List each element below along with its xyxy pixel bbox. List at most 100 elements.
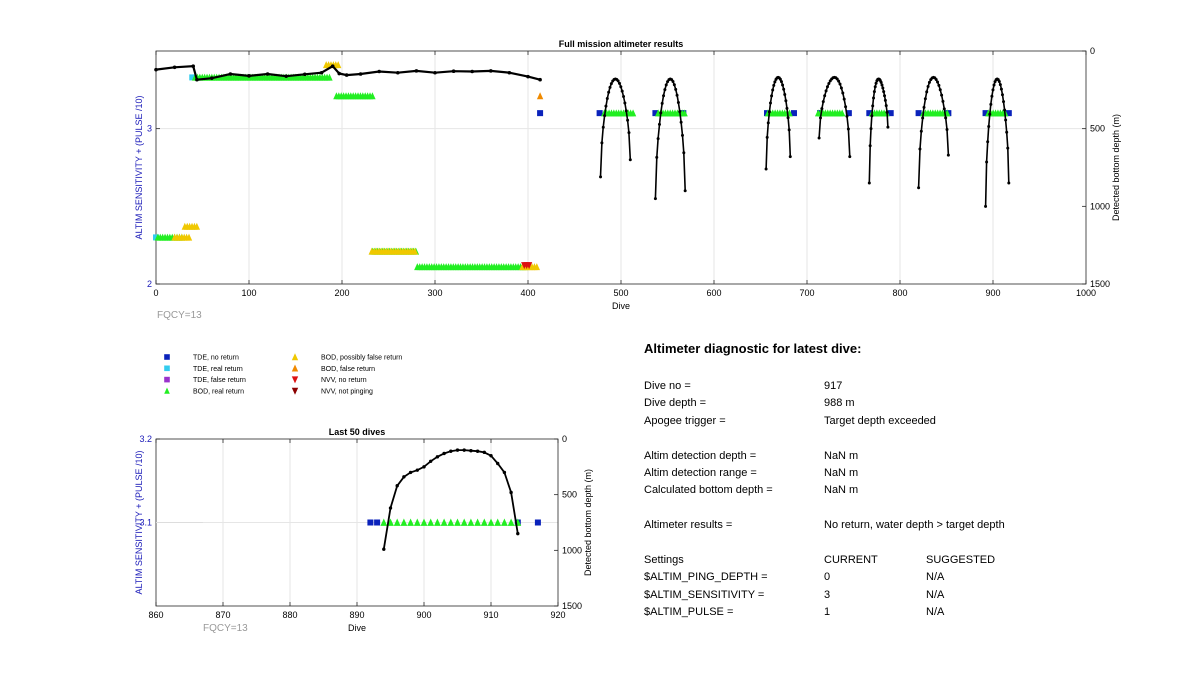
depth-arc-line	[917, 76, 950, 188]
depth-point	[938, 88, 942, 92]
depth-point	[657, 122, 661, 126]
tde-no-return-marker	[374, 519, 381, 526]
bod-possibly-false-return-marker	[193, 222, 201, 230]
depth-point	[868, 144, 872, 148]
x-tick-label: 880	[282, 610, 297, 620]
diag-value: NaN m	[824, 484, 859, 497]
tde-real-return-marker	[153, 234, 159, 241]
diag-col-current: CURRENT	[824, 553, 878, 566]
depth-point	[766, 121, 770, 125]
depth-point	[773, 80, 777, 84]
depth-point	[462, 448, 466, 452]
bod-real-return-marker	[838, 109, 846, 117]
depth-point	[154, 67, 158, 72]
bod-real-return-marker	[326, 73, 333, 81]
y-right-tick-label: 500	[562, 490, 577, 500]
depth-point	[839, 86, 843, 90]
depth-point	[944, 116, 948, 120]
diag-label: $ALTIM_PING_DEPTH =	[644, 571, 768, 584]
depth-point	[604, 104, 608, 108]
depth-point	[469, 448, 473, 453]
depth-point	[330, 64, 335, 69]
tde-no-return-marker	[982, 110, 989, 117]
depth-point	[997, 80, 1001, 84]
depth-point	[191, 64, 195, 69]
depth-point	[917, 186, 921, 190]
legend-label: BOD, possibly false return	[321, 355, 402, 362]
bod-possibly-false-return-marker	[411, 247, 419, 255]
bod-possibly-false-return-marker	[533, 263, 541, 271]
legend-marker	[164, 376, 170, 383]
depth-point	[538, 77, 542, 82]
depth-point	[653, 197, 657, 201]
depth-point	[934, 77, 938, 81]
diag-row-dive-no: Dive no = 917	[644, 378, 1164, 395]
depth-point	[388, 506, 393, 510]
depth-arc-line	[599, 78, 632, 177]
x-tick-label: 910	[483, 610, 498, 620]
depth-point	[482, 450, 486, 455]
diagnostic-title: Altimeter diagnostic for latest dive:	[644, 341, 862, 356]
depth-point	[919, 129, 923, 133]
depth-point	[608, 85, 612, 89]
x-tick-label: 300	[427, 288, 442, 298]
depth-point	[265, 72, 270, 76]
bod-real-return-marker	[467, 518, 475, 526]
x-tick-label: 700	[799, 288, 814, 298]
legend-marker	[164, 387, 170, 394]
depth-point	[609, 82, 613, 86]
depth-point	[838, 82, 842, 86]
depth-point	[449, 449, 453, 453]
depth-point	[869, 127, 873, 131]
tde-no-return-marker	[915, 110, 922, 117]
diag-row-altim-det-depth: Altim detection depth = NaN m	[644, 448, 1164, 465]
depth-point	[946, 153, 950, 157]
depth-point	[422, 465, 426, 469]
depth-point	[921, 116, 925, 120]
depth-point	[820, 107, 824, 111]
depth-point	[516, 531, 520, 536]
depth-point	[1000, 93, 1004, 97]
tde-no-return-marker	[866, 110, 873, 117]
depth-point	[607, 90, 611, 94]
diag-label: Dive no =	[644, 380, 691, 392]
depth-point	[788, 155, 792, 159]
depth-point	[942, 107, 946, 111]
fqcy-note: FQCY=13	[203, 623, 248, 634]
tde-no-return-marker	[652, 110, 659, 117]
depth-point	[659, 111, 663, 115]
depth-point	[927, 80, 931, 84]
depth-point	[1005, 130, 1009, 134]
depth-point	[442, 451, 446, 456]
bod-real-return-marker	[494, 518, 502, 526]
bod-real-return-marker	[400, 518, 408, 526]
diag-suggested: N/A	[926, 588, 945, 601]
diag-row-ping-depth: $ALTIM_PING_DEPTH = 0 N/A	[644, 569, 1164, 586]
diag-row-settings-header: Settings CURRENT SUGGESTED	[644, 552, 1164, 569]
depth-point	[785, 106, 789, 110]
fqcy-note: FQCY=13	[157, 310, 202, 321]
depth-point	[617, 81, 621, 85]
y-right-tick-label: 0	[1090, 46, 1095, 56]
depth-point	[936, 80, 940, 84]
y-right-axis-label: Detected bottom depth (m)	[583, 469, 593, 576]
depth-point	[941, 99, 945, 103]
depth-point	[998, 83, 1002, 87]
x-tick-label: 500	[613, 288, 628, 298]
depth-point	[768, 101, 772, 105]
depth-point	[358, 72, 363, 76]
depth-point	[672, 83, 676, 87]
depth-point	[680, 133, 684, 137]
bod-real-return-marker	[507, 518, 515, 526]
depth-point	[603, 114, 607, 118]
depth-point	[507, 70, 512, 75]
depth-point	[771, 88, 775, 92]
bod-real-return-marker	[629, 109, 637, 117]
depth-point	[779, 80, 783, 84]
bod-possibly-false-return-marker	[334, 61, 342, 69]
depth-point	[872, 96, 876, 100]
depth-point	[489, 69, 493, 73]
depth-point	[337, 71, 342, 76]
x-tick-label: 0	[153, 288, 158, 298]
legend-label: TDE, false return	[193, 377, 246, 384]
